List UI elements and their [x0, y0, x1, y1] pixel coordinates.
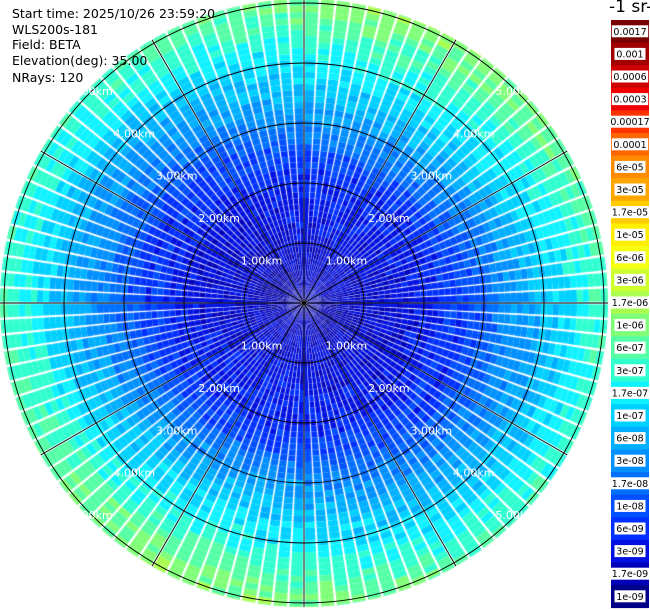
colorbar-tick-label-25: 1e-09: [616, 592, 643, 603]
ring-label-3-0: 3.00km: [156, 170, 198, 183]
ring-label-3-3: 3.00km: [410, 424, 452, 437]
colorbar-tick-label-21: 1e-08: [616, 501, 643, 512]
colorbar-label-bg-19: [614, 454, 646, 467]
ring-label-2-1: 2.00km: [368, 212, 410, 225]
colorbar-label-bg-5: [611, 138, 649, 151]
colorbar-tick-label-9: 1e-05: [616, 230, 643, 241]
colorbar-tick-label-0: 0.0017: [613, 27, 646, 38]
colorbar-tick-label-11: 3e-06: [616, 275, 643, 286]
field-label: Field: BETA: [12, 37, 81, 52]
azimuth-spoke-60: [303, 150, 568, 304]
colorbar-label-bg-9: [614, 228, 646, 241]
colorbar-label-bg-12: [609, 296, 650, 309]
ring-label-1-0: 1.00km: [241, 255, 283, 268]
colorbar-tick-label-2: 0.0006: [613, 72, 646, 83]
colorbar-tick-label-20: 1.7e-08: [612, 479, 648, 490]
ring-label-4-3: 4.00km: [453, 467, 495, 480]
colorbar-tick-label-15: 3e-07: [616, 366, 643, 377]
colorbar-label-bg-25: [614, 590, 646, 603]
colorbar-label-bg-1: [614, 47, 646, 60]
colorbar-label-bg-15: [614, 364, 646, 377]
colorbar-label-bg-21: [614, 499, 646, 512]
colorbar-label-bg-24: [609, 567, 650, 580]
colorbar-tick-label-1: 0.001: [616, 49, 643, 60]
colorbar-tick-label-16: 1.7e-07: [612, 388, 648, 399]
ring-label-3-1: 3.00km: [410, 170, 452, 183]
colorbar-tick-label-8: 1.7e-05: [612, 208, 648, 219]
colorbar-tick-label-4: 0.00017: [610, 117, 649, 128]
colorbar-label-bg-14: [614, 341, 646, 354]
ring-label-3-2: 3.00km: [156, 424, 198, 437]
ring-label-2-2: 2.00km: [198, 382, 240, 395]
ring-label-1-1: 1.00km: [326, 255, 368, 268]
colorbar-tick-label-10: 6e-06: [616, 253, 643, 264]
colorbar-tick-label-14: 6e-07: [616, 343, 643, 354]
colorbar-label-bg-20: [609, 477, 650, 490]
colorbar-tick-label-13: 1e-06: [616, 321, 643, 332]
colorbar-unit-label: -1 sr-: [609, 0, 650, 17]
azimuth-spoke-150: [303, 302, 457, 567]
azimuth-spoke-210: [151, 302, 305, 567]
colorbar-tick-label-3: 0.0003: [613, 95, 646, 106]
colorbar-tick-label-23: 3e-09: [616, 547, 643, 558]
colorbar-tick-label-19: 3e-08: [616, 456, 643, 467]
azimuth-spoke-300: [40, 150, 305, 304]
colorbar-label-bg-3: [611, 93, 649, 106]
ring-label-5-1: 5.00km: [495, 85, 537, 98]
colorbar-tick-label-6: 6e-05: [616, 162, 643, 173]
colorbar-tick-label-18: 6e-08: [616, 434, 643, 445]
colorbar-label-bg-11: [614, 273, 646, 286]
ring-label-5-0: 5.00km: [71, 85, 113, 98]
ring-label-2-3: 2.00km: [368, 382, 410, 395]
ring-label-1-2: 1.00km: [241, 339, 283, 352]
azimuth-spoke-330: [151, 39, 305, 304]
azimuth-spoke-240: [40, 302, 305, 456]
ring-label-4-0: 4.00km: [114, 127, 156, 140]
colorbar-tick-label-12: 1.7e-06: [612, 298, 648, 309]
azimuth-spoke-30: [303, 39, 457, 304]
nrays-label: NRays: 120: [12, 70, 84, 85]
colorbar-tick-label-22: 6e-09: [616, 524, 643, 535]
ring-label-5-3: 5.00km: [495, 509, 537, 522]
colorbar-label-bg-8: [609, 206, 650, 219]
colorbar-label-bg-18: [614, 432, 646, 445]
colorbar-label-bg-6: [614, 160, 646, 173]
colorbar-label-bg-13: [614, 319, 646, 332]
colorbar-label-bg-10: [614, 251, 646, 264]
elevation-label: Elevation(deg): 35.00: [12, 53, 148, 68]
colorbar-label-bg-17: [614, 409, 646, 422]
colorbar-label-bg-0: [611, 25, 649, 38]
colorbar-label-bg-4: [609, 115, 650, 128]
colorbar-tick-label-17: 1e-07: [616, 411, 643, 422]
ring-label-4-1: 4.00km: [453, 127, 495, 140]
device-label: WLS200s-181: [12, 22, 98, 37]
azimuth-spoke-120: [303, 302, 568, 456]
colorbar-label-bg-7: [614, 183, 646, 196]
colorbar-tick-label-24: 1.7e-09: [612, 569, 648, 580]
ring-label-1-3: 1.00km: [326, 339, 368, 352]
colorbar-label-bg-2: [611, 70, 649, 83]
colorbar-tick-label-5: 0.0001: [613, 140, 646, 151]
colorbar-label-bg-16: [609, 386, 650, 399]
ring-label-4-2: 4.00km: [114, 467, 156, 480]
start-time-label: Start time: 2025/10/26 23:59:20: [12, 6, 216, 21]
ring-label-5-2: 5.00km: [71, 509, 113, 522]
ring-label-2-0: 2.00km: [198, 212, 240, 225]
colorbar-label-bg-23: [614, 545, 646, 558]
colorbar-label-bg-22: [614, 522, 646, 535]
colorbar-tick-label-7: 3e-05: [616, 185, 643, 196]
